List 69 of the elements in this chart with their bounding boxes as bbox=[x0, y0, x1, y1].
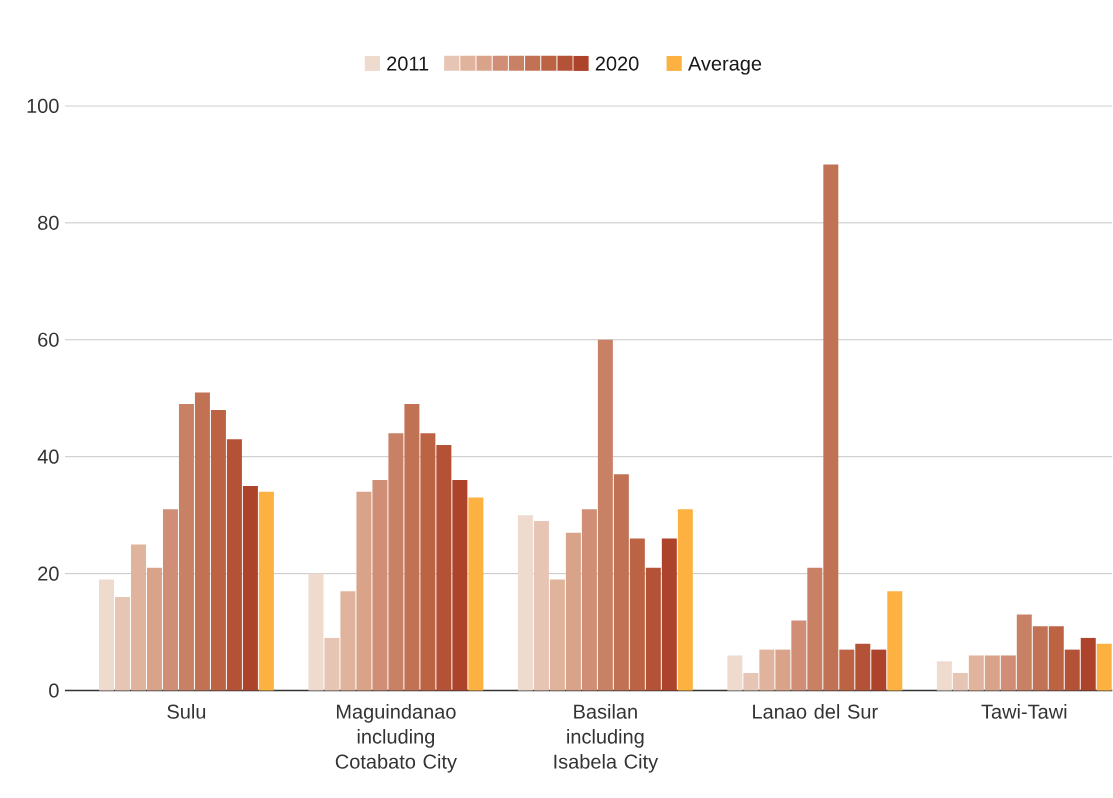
bar bbox=[823, 164, 839, 691]
bar bbox=[533, 520, 549, 691]
bar bbox=[99, 579, 114, 691]
bar bbox=[404, 403, 420, 691]
x-tick-label: Lanao del Sur bbox=[753, 703, 878, 719]
legend-label: 2020 bbox=[595, 56, 639, 71]
y-tick-label: 40 bbox=[37, 449, 59, 464]
x-tick-label: Tawi-Tawi bbox=[981, 703, 1067, 719]
x-tick-label: Basilan including Isabela City bbox=[554, 703, 659, 773]
bar bbox=[115, 596, 130, 691]
y-tick-label: 60 bbox=[38, 332, 59, 347]
bar bbox=[1032, 625, 1048, 691]
bar bbox=[549, 579, 565, 691]
bar bbox=[1000, 655, 1016, 691]
bar bbox=[839, 649, 855, 691]
bar bbox=[258, 491, 274, 691]
y-tick-label: 20 bbox=[38, 566, 59, 581]
legend-label: Average bbox=[687, 56, 762, 75]
bar bbox=[677, 509, 693, 691]
bar bbox=[581, 509, 597, 691]
bar bbox=[597, 339, 613, 691]
bar bbox=[887, 590, 903, 691]
bar bbox=[775, 649, 791, 691]
bar bbox=[645, 567, 661, 691]
bar bbox=[968, 655, 984, 691]
bar bbox=[613, 474, 629, 691]
bar bbox=[629, 538, 645, 691]
bar bbox=[468, 497, 484, 691]
bar bbox=[743, 672, 759, 691]
bar bbox=[1080, 637, 1096, 691]
bar bbox=[388, 433, 404, 691]
bar bbox=[1016, 614, 1032, 691]
bar bbox=[1048, 625, 1064, 691]
y-tick-label: 100 bbox=[27, 98, 59, 113]
bar bbox=[565, 532, 581, 691]
bar bbox=[162, 509, 178, 691]
bar bbox=[340, 590, 356, 691]
bar bbox=[517, 514, 533, 691]
bar bbox=[727, 655, 743, 691]
bar bbox=[1064, 649, 1080, 691]
bar bbox=[226, 438, 242, 691]
bar bbox=[984, 655, 1000, 691]
bar bbox=[194, 392, 210, 691]
bar bbox=[807, 567, 823, 691]
bar bbox=[661, 538, 677, 691]
bar bbox=[356, 491, 372, 691]
bar bbox=[130, 544, 146, 691]
bar bbox=[855, 643, 871, 691]
bar bbox=[146, 567, 162, 691]
bar bbox=[1096, 643, 1112, 691]
bar bbox=[324, 637, 340, 691]
y-tick-label: 0 bbox=[49, 683, 59, 698]
bar bbox=[791, 620, 807, 691]
bar bbox=[936, 661, 952, 691]
y-tick-label: 80 bbox=[38, 215, 59, 230]
x-tick-label: Maguindanao including Cotabato City bbox=[335, 703, 457, 773]
bar bbox=[242, 485, 258, 691]
bar bbox=[178, 403, 194, 691]
bar bbox=[308, 573, 324, 691]
x-tick-label: Sulu bbox=[167, 703, 206, 719]
bar bbox=[452, 479, 468, 691]
bar bbox=[871, 649, 887, 691]
legend-label: 2011 bbox=[387, 56, 429, 71]
bar bbox=[372, 479, 388, 691]
bar bbox=[420, 433, 436, 691]
bar bbox=[759, 649, 775, 691]
bar bbox=[952, 672, 968, 691]
bar bbox=[210, 409, 226, 691]
bar bbox=[436, 444, 452, 691]
